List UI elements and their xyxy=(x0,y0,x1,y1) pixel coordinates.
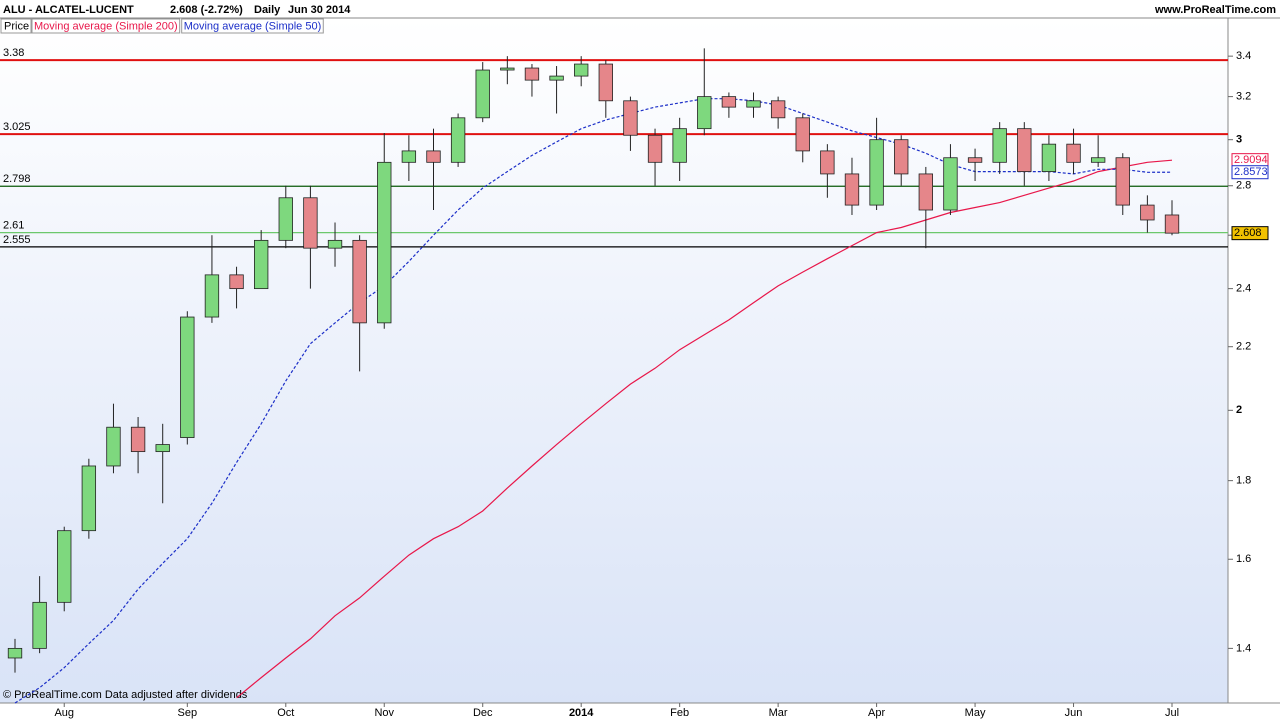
candle-body xyxy=(81,465,97,532)
candle-body xyxy=(180,316,195,438)
date: Jun 30 2014 xyxy=(288,4,351,16)
candle-body xyxy=(57,530,72,603)
legend-entry: Moving average (Simple 50) xyxy=(184,20,322,32)
price-tag-label: 2.608 xyxy=(1234,227,1262,239)
source: www.ProRealTime.com xyxy=(1154,4,1276,16)
level-label: 3.025 xyxy=(3,121,31,133)
candle-body xyxy=(254,239,269,290)
y-tick-label: 3.4 xyxy=(1236,50,1251,62)
candle-body xyxy=(1017,128,1032,172)
legend-box xyxy=(31,18,181,34)
candle-body xyxy=(475,69,490,119)
x-tick-label: Aug xyxy=(54,707,74,719)
candle-body xyxy=(894,139,909,175)
candle-body xyxy=(967,157,983,163)
candle-body xyxy=(943,157,958,211)
x-tick-label: Oct xyxy=(277,707,294,719)
price-tag xyxy=(1231,165,1269,180)
level-label: 3.38 xyxy=(3,47,24,59)
legend-box xyxy=(181,18,324,34)
candle-body xyxy=(623,100,638,136)
period: Daily xyxy=(254,4,281,16)
y-tick-label: 2.4 xyxy=(1236,283,1251,295)
moving-average xyxy=(14,98,1173,704)
x-tick-label: 2014 xyxy=(569,707,594,719)
y-tick-label: 1.8 xyxy=(1236,475,1251,487)
axis-area xyxy=(1228,18,1280,703)
candle-body xyxy=(1066,143,1081,163)
level-label: 2.555 xyxy=(3,234,31,246)
y-tick-label: 3.2 xyxy=(1236,91,1251,103)
x-tick-label: Jun xyxy=(1065,707,1083,719)
x-tick-label: Nov xyxy=(374,707,394,719)
y-tick-label: 2.2 xyxy=(1236,341,1251,353)
y-tick-label: 3 xyxy=(1236,134,1242,146)
level-label: 2.798 xyxy=(3,173,31,185)
candle-body xyxy=(770,100,786,119)
last-price: 2.608 (-2.72%) xyxy=(170,4,243,16)
x-tick-label: Sep xyxy=(178,707,198,719)
x-tick-label: Jul xyxy=(1165,707,1179,719)
x-tick-label: Feb xyxy=(670,707,689,719)
candle-body xyxy=(1090,157,1106,163)
y-tick-label: 2 xyxy=(1236,404,1242,416)
y-tick-label: 1.4 xyxy=(1236,642,1251,654)
candle-body xyxy=(32,601,47,649)
candle-body xyxy=(426,150,441,163)
candle-body xyxy=(204,274,220,318)
candle-body xyxy=(844,173,860,206)
candle-body xyxy=(992,128,1007,163)
candle-body xyxy=(1115,157,1130,206)
x-tick-label: May xyxy=(965,707,986,719)
candle-body xyxy=(869,139,884,206)
legend-box xyxy=(0,18,32,34)
candle-body xyxy=(598,63,613,102)
candle-body xyxy=(327,239,343,249)
candle-body xyxy=(303,197,318,249)
candle-body xyxy=(1140,204,1155,221)
candle-body xyxy=(721,96,737,108)
candle-body xyxy=(697,96,712,130)
candle-body xyxy=(524,67,540,81)
title: ALU - ALCATEL-LUCENT xyxy=(3,4,134,16)
price-tag-label: 2.8573 xyxy=(1234,166,1268,178)
footer: © ProRealTime.com Data adjusted after di… xyxy=(3,689,248,701)
candle-body xyxy=(377,161,392,324)
candle-body xyxy=(1041,143,1057,172)
candle-body xyxy=(278,197,293,241)
price-tag-label: 2.9094 xyxy=(1234,154,1268,166)
legend-price: Price xyxy=(4,20,29,32)
candle-body xyxy=(401,150,417,163)
price-tag xyxy=(1231,226,1269,241)
candle-body xyxy=(7,647,23,659)
candle-body xyxy=(672,128,687,163)
x-tick-label: Dec xyxy=(473,707,493,719)
candle-body xyxy=(450,117,466,163)
candle-body xyxy=(574,63,589,77)
candle-body xyxy=(820,150,835,175)
candle-body xyxy=(130,426,146,453)
candle-body xyxy=(352,239,367,324)
candle-body xyxy=(746,100,761,108)
candle-body xyxy=(500,67,515,71)
y-tick-label: 1.6 xyxy=(1236,553,1251,565)
candle-body xyxy=(795,117,810,152)
candle-body xyxy=(1164,214,1180,234)
candle-body xyxy=(918,173,933,211)
candle-body xyxy=(229,274,244,290)
y-tick-label: 2.8 xyxy=(1236,180,1251,192)
legend-entry: Moving average (Simple 200) xyxy=(34,20,178,32)
x-tick-label: Apr xyxy=(868,707,885,719)
candle-body xyxy=(549,75,564,81)
x-tick-label: Mar xyxy=(769,707,788,719)
candle-body xyxy=(155,444,170,453)
level-label: 2.61 xyxy=(3,220,24,232)
moving-average xyxy=(236,159,1173,699)
candle-body xyxy=(647,134,663,163)
candle-body xyxy=(106,426,121,467)
